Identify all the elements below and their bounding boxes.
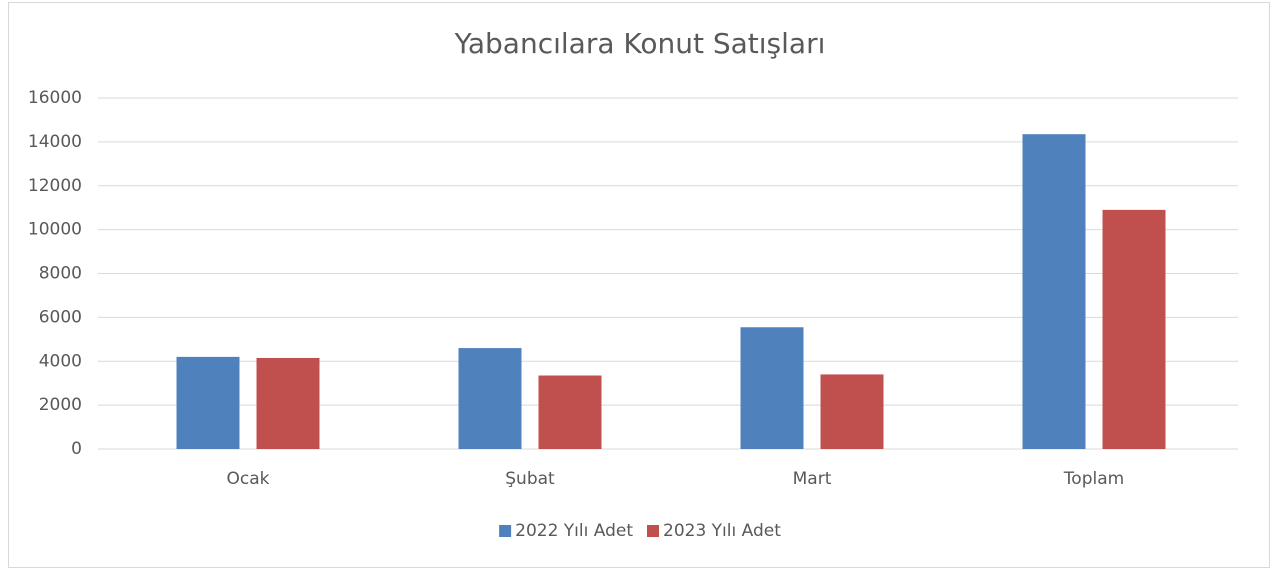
bar: [458, 348, 522, 449]
bar: [820, 374, 884, 449]
bar: [740, 327, 804, 449]
x-tick-label: Ocak: [227, 469, 270, 489]
bar: [538, 375, 602, 449]
x-tick-label: Şubat: [505, 469, 555, 489]
y-tick-label: 2000: [39, 395, 82, 415]
legend-swatch: [499, 525, 512, 537]
y-tick-label: 14000: [28, 132, 82, 152]
y-tick-label: 12000: [28, 176, 82, 196]
legend-label: 2022 Yılı Adet: [515, 521, 633, 541]
bar: [1022, 134, 1086, 449]
y-tick-label: 16000: [28, 88, 82, 108]
y-tick-label: 10000: [28, 220, 82, 240]
y-tick-label: 8000: [39, 264, 82, 284]
bar: [1102, 209, 1166, 449]
x-tick-label: Toplam: [1063, 469, 1124, 489]
bar: [176, 356, 240, 449]
y-tick-label: 6000: [39, 307, 82, 327]
chart-title: Yabancılara Konut Satışları: [454, 27, 826, 60]
y-tick-label: 0: [71, 439, 82, 459]
legend-swatch: [647, 525, 659, 537]
bar: [256, 357, 320, 449]
legend-label: 2023 Yılı Adet: [663, 521, 781, 541]
y-tick-label: 4000: [39, 351, 82, 371]
x-tick-label: Mart: [793, 469, 832, 489]
